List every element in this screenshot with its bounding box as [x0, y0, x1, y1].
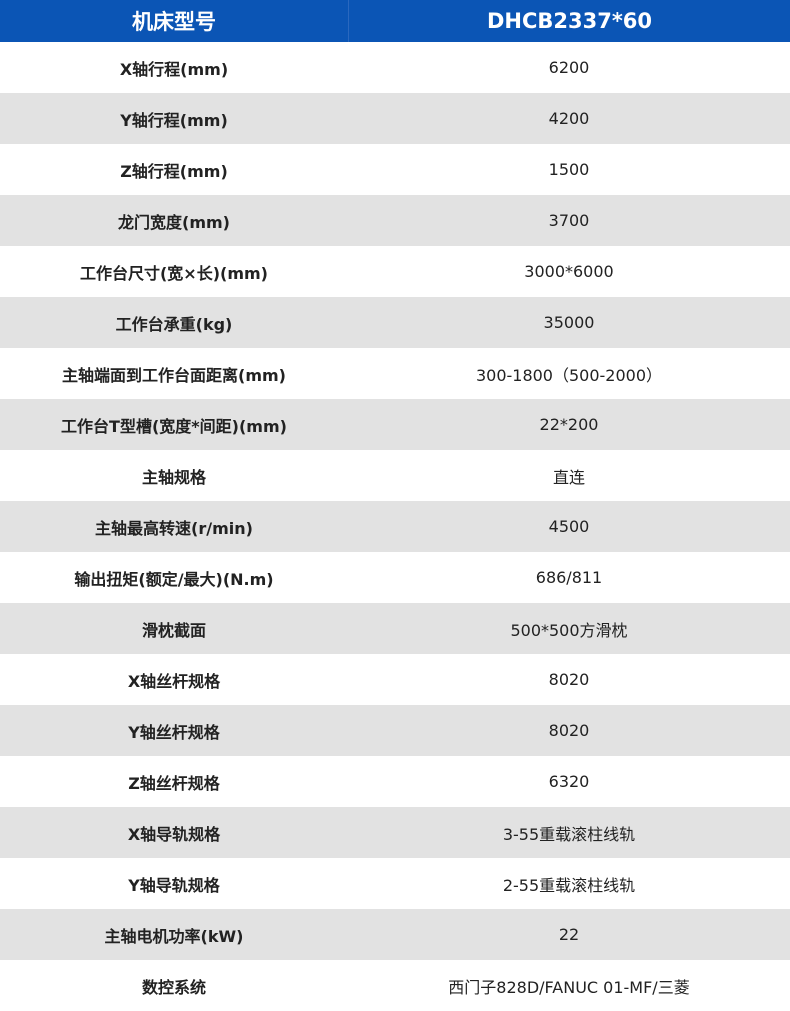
spec-value: 686/811	[535, 568, 603, 587]
spec-value: 3-55重载滚柱线轨	[502, 824, 636, 844]
table-row: Y轴导轨规格 2-55重载滚柱线轨	[0, 858, 790, 909]
table-row: Z轴行程(mm) 1500	[0, 144, 790, 195]
spec-label: Z轴行程(mm)	[120, 161, 228, 181]
spec-value: 4200	[548, 109, 590, 128]
table-row: 主轴电机功率(kW) 22	[0, 909, 790, 960]
spec-label: X轴导轨规格	[127, 824, 221, 844]
table-row: 输出扭矩(额定/最大)(N.m) 686/811	[0, 552, 790, 603]
spec-label: 滑枕截面	[141, 620, 206, 640]
spec-value: 500*500方滑枕	[510, 620, 628, 640]
spec-label: Y轴丝杆规格	[128, 722, 220, 742]
spec-value: 22	[558, 925, 580, 944]
spec-value: 西门子828D/FANUC 01-MF/三菱	[448, 977, 690, 997]
spec-value: 8020	[548, 670, 590, 689]
table-row: X轴导轨规格 3-55重载滚柱线轨	[0, 807, 790, 858]
spec-value: 300-1800（500-2000）	[475, 365, 663, 385]
table-row: 龙门宽度(mm) 3700	[0, 195, 790, 246]
spec-label: 工作台T型槽(宽度*间距)(mm)	[61, 416, 287, 436]
table-row: 主轴规格 直连	[0, 450, 790, 501]
spec-label: Z轴丝杆规格	[128, 773, 220, 793]
table-header: 机床型号 DHCB2337*60	[0, 0, 790, 42]
table-row: 滑枕截面 500*500方滑枕	[0, 603, 790, 654]
header-label: 机床型号	[0, 0, 349, 42]
spec-value: 4500	[548, 517, 590, 536]
spec-label: 工作台承重(kg)	[115, 314, 233, 334]
table-row: X轴丝杆规格 8020	[0, 654, 790, 705]
table-row: Y轴丝杆规格 8020	[0, 705, 790, 756]
table-row: 工作台尺寸(宽×长)(mm) 3000*6000	[0, 246, 790, 297]
spec-value: 6320	[548, 772, 590, 791]
table-row: 工作台T型槽(宽度*间距)(mm) 22*200	[0, 399, 790, 450]
table-row: 主轴最高转速(r/min) 4500	[0, 501, 790, 552]
header-model: DHCB2337*60	[486, 9, 653, 33]
spec-value: 1500	[548, 160, 590, 179]
spec-value: 3000*6000	[524, 262, 614, 281]
spec-label: 主轴规格	[141, 467, 206, 487]
spec-label: Y轴导轨规格	[128, 875, 220, 895]
spec-value: 3700	[548, 211, 590, 230]
table-row: Y轴行程(mm) 4200	[0, 93, 790, 144]
spec-label: X轴丝杆规格	[127, 671, 221, 691]
spec-value: 6200	[548, 58, 590, 77]
spec-value: 22*200	[539, 415, 599, 434]
spec-label: 主轴端面到工作台面距离(mm)	[62, 365, 286, 385]
spec-table: X轴行程(mm) 6200 Y轴行程(mm) 4200 Z轴行程(mm) 1500 龙门宽度…	[0, 42, 790, 1011]
table-row: 主轴端面到工作台面距离(mm) 300-1800（500-2000）	[0, 348, 790, 399]
spec-value: 35000	[543, 313, 595, 332]
table-row: 工作台承重(kg) 35000	[0, 297, 790, 348]
spec-label: 主轴最高转速(r/min)	[95, 518, 253, 538]
spec-label: 数控系统	[141, 977, 206, 997]
spec-label: Y轴行程(mm)	[120, 110, 228, 130]
spec-value: 2-55重载滚柱线轨	[502, 875, 636, 895]
table-row: Z轴丝杆规格 6320	[0, 756, 790, 807]
spec-label: 主轴电机功率(kW)	[104, 926, 244, 946]
spec-value: 直连	[552, 467, 585, 487]
spec-value: 8020	[548, 721, 590, 740]
spec-label: 龙门宽度(mm)	[118, 212, 230, 232]
spec-label: 输出扭矩(额定/最大)(N.m)	[74, 569, 274, 589]
table-row: X轴行程(mm) 6200	[0, 42, 790, 93]
spec-label: 工作台尺寸(宽×长)(mm)	[79, 263, 268, 283]
spec-label: X轴行程(mm)	[119, 59, 229, 79]
table-row: 数控系统 西门子828D/FANUC 01-MF/三菱	[0, 960, 790, 1011]
